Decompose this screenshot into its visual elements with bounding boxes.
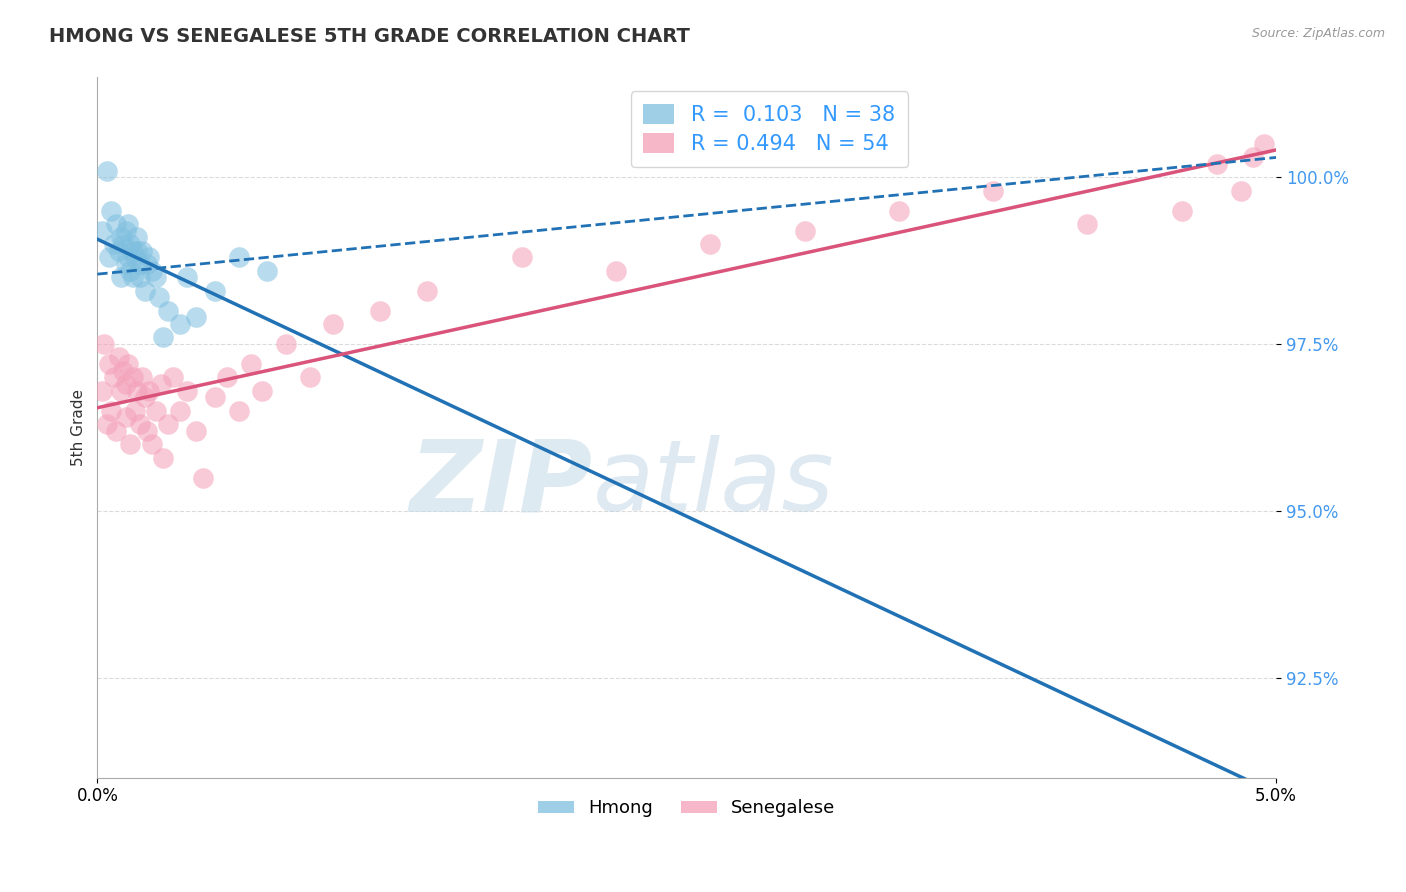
Point <box>186 310 208 325</box>
Point <box>1206 157 1229 171</box>
Point <box>96 163 118 178</box>
Point <box>127 230 149 244</box>
Point <box>135 257 157 271</box>
Point <box>1076 217 1098 231</box>
Point <box>699 237 721 252</box>
Point <box>204 391 226 405</box>
Point <box>157 417 180 432</box>
Point <box>117 251 139 265</box>
Point <box>117 357 139 371</box>
Point <box>120 237 142 252</box>
Point <box>110 270 132 285</box>
Point <box>1241 151 1264 165</box>
Point <box>114 410 136 425</box>
Point <box>117 217 139 231</box>
Point <box>112 364 135 378</box>
Point <box>322 317 344 331</box>
Point <box>176 270 198 285</box>
Point <box>98 251 121 265</box>
Point <box>1253 137 1275 152</box>
Point <box>112 237 135 252</box>
Point <box>228 404 250 418</box>
Text: Source: ZipAtlas.com: Source: ZipAtlas.com <box>1251 27 1385 40</box>
Point <box>145 404 167 418</box>
Point <box>134 391 156 405</box>
Point <box>416 284 439 298</box>
Point <box>110 230 132 244</box>
Point <box>274 337 297 351</box>
Point <box>239 357 262 371</box>
Point <box>887 203 910 218</box>
Text: ZIP: ZIP <box>409 435 592 532</box>
Point <box>100 203 122 218</box>
Point <box>103 370 125 384</box>
Point <box>793 224 815 238</box>
Point <box>252 384 274 398</box>
Text: atlas: atlas <box>592 435 834 532</box>
Point <box>105 424 128 438</box>
Point <box>128 257 150 271</box>
Point <box>1171 203 1194 218</box>
Point <box>114 257 136 271</box>
Y-axis label: 5th Grade: 5th Grade <box>72 389 86 466</box>
Point <box>114 377 136 392</box>
Point <box>121 244 143 258</box>
Point <box>107 351 129 365</box>
Point <box>96 417 118 432</box>
Point <box>103 237 125 252</box>
Text: HMONG VS SENEGALESE 5TH GRADE CORRELATION CHART: HMONG VS SENEGALESE 5TH GRADE CORRELATIO… <box>49 27 690 45</box>
Point <box>110 384 132 398</box>
Point <box>120 437 142 451</box>
Point <box>141 264 163 278</box>
Point <box>152 330 174 344</box>
Point <box>605 264 627 278</box>
Point <box>162 370 184 384</box>
Point <box>298 370 321 384</box>
Point <box>256 264 278 278</box>
Point <box>186 424 208 438</box>
Point <box>204 284 226 298</box>
Point <box>91 384 114 398</box>
Point <box>510 251 533 265</box>
Point <box>91 224 114 238</box>
Point <box>145 270 167 285</box>
Point <box>114 224 136 238</box>
Point <box>127 384 149 398</box>
Point <box>148 290 170 304</box>
Point <box>1229 184 1251 198</box>
Point <box>138 251 160 265</box>
Point <box>169 404 191 418</box>
Point <box>150 377 173 392</box>
Point <box>176 384 198 398</box>
Point <box>131 370 153 384</box>
Point <box>135 424 157 438</box>
Point <box>124 404 146 418</box>
Point <box>128 417 150 432</box>
Point <box>138 384 160 398</box>
Point <box>193 470 215 484</box>
Legend: Hmong, Senegalese: Hmong, Senegalese <box>531 792 842 824</box>
Point <box>121 370 143 384</box>
Point <box>107 244 129 258</box>
Point <box>215 370 238 384</box>
Point <box>100 404 122 418</box>
Point <box>228 251 250 265</box>
Point <box>105 217 128 231</box>
Point <box>152 450 174 465</box>
Point <box>134 284 156 298</box>
Point <box>368 303 391 318</box>
Point <box>124 251 146 265</box>
Point <box>981 184 1004 198</box>
Point <box>128 270 150 285</box>
Point <box>98 357 121 371</box>
Point <box>120 264 142 278</box>
Point <box>131 244 153 258</box>
Point <box>141 437 163 451</box>
Point <box>169 317 191 331</box>
Point <box>93 337 115 351</box>
Point <box>127 244 149 258</box>
Point <box>121 270 143 285</box>
Point <box>157 303 180 318</box>
